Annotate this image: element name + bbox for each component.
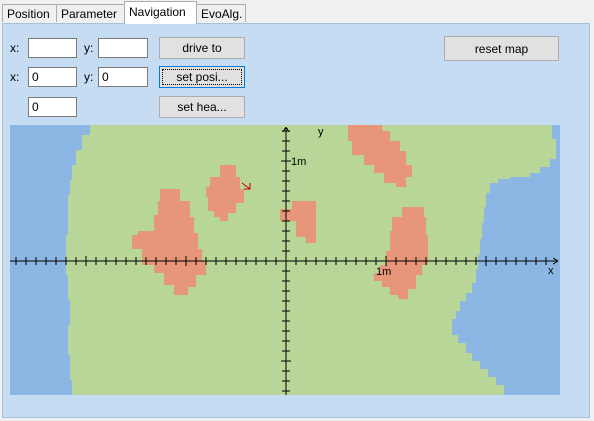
y-axis-label: y (318, 126, 324, 138)
drive-to-button[interactable]: drive to (159, 37, 245, 59)
heading-input[interactable] (28, 97, 77, 117)
set-position-button[interactable]: set posi... (159, 66, 245, 88)
set-heading-button[interactable]: set hea... (159, 96, 245, 118)
target-x-label: x: (10, 41, 20, 55)
position-x-input[interactable] (28, 67, 77, 87)
tab-position[interactable]: Position (2, 4, 57, 22)
y-tick-label-1m: 1m (291, 156, 306, 168)
tab-bar: Position Parameter Navigation EvoAlg. (0, 0, 594, 24)
tab-parameter[interactable]: Parameter (56, 4, 125, 22)
x-tick-label-1m: 1m (376, 266, 391, 278)
axes (10, 126, 559, 395)
occupancy-map[interactable]: y x 1m 1m (10, 125, 560, 395)
x-axis-label: x (548, 265, 554, 277)
position-x-label: x: (10, 70, 20, 84)
reset-map-button[interactable]: reset map (444, 36, 559, 61)
position-y-label: y: (84, 70, 94, 84)
position-y-input[interactable] (98, 67, 148, 87)
robot-heading-marker (241, 182, 251, 190)
obstacles (132, 125, 428, 299)
target-x-input[interactable] (28, 38, 77, 58)
target-y-label: y: (84, 41, 94, 55)
tab-evoalg[interactable]: EvoAlg. (196, 4, 246, 22)
target-y-input[interactable] (98, 38, 148, 58)
tab-navigation[interactable]: Navigation (124, 1, 197, 24)
